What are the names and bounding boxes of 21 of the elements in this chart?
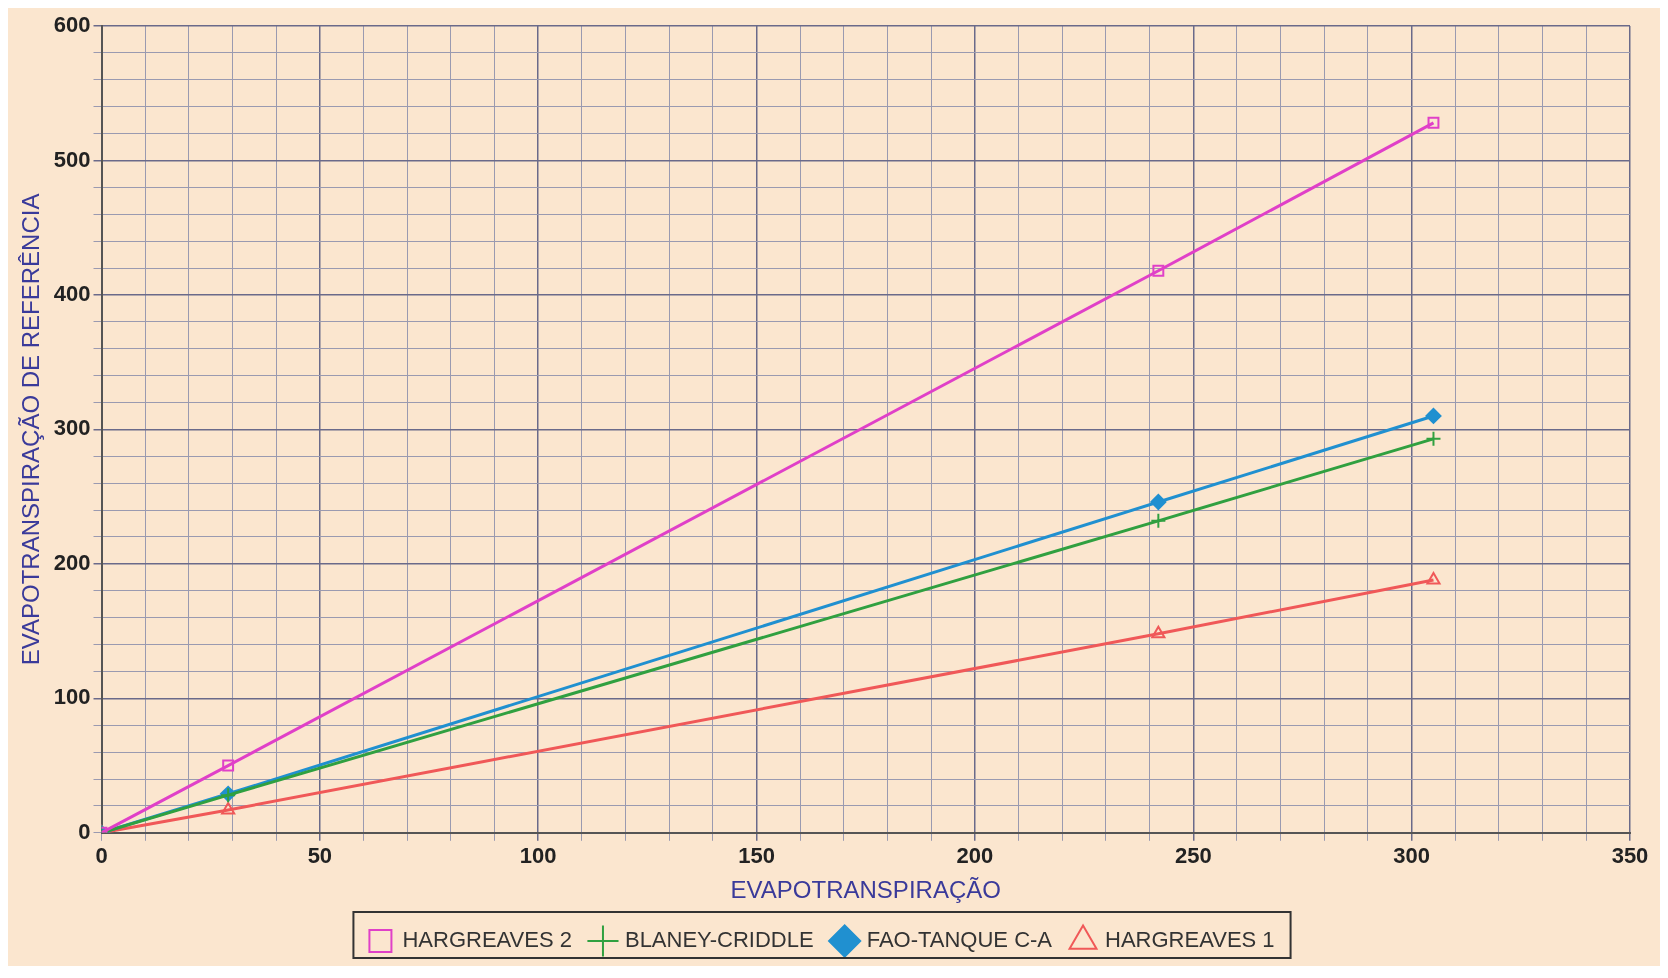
x-tick-label: 0 xyxy=(95,843,108,869)
y-axis-title: EVAPOTRANSPIRAÇÃO DE REFERÊNCIA xyxy=(17,193,45,666)
x-tick-label: 300 xyxy=(1393,843,1430,869)
y-tick-label: 100 xyxy=(53,684,91,710)
y-tick-label: 200 xyxy=(53,549,91,575)
y-tick-label: 400 xyxy=(53,281,91,306)
x-tick-label: 100 xyxy=(519,843,557,869)
legend-label: HARGREAVES 1 xyxy=(1105,927,1275,953)
x-tick-label: 250 xyxy=(1174,843,1212,869)
y-tick-label: 300 xyxy=(53,415,91,441)
x-axis-title: EVAPOTRANSPIRAÇÃO xyxy=(730,876,1001,904)
y-tick-label: 0 xyxy=(78,818,91,844)
x-tick-label: 350 xyxy=(1611,843,1649,869)
y-tick-label: 600 xyxy=(53,12,91,38)
x-tick-label: 150 xyxy=(738,843,775,869)
legend-label: HARGREAVES 2 xyxy=(402,927,572,953)
legend-label: FAO-TANQUE C-A xyxy=(866,927,1053,953)
x-tick-label: 50 xyxy=(307,843,333,869)
legend-label: BLANEY-CRIDDLE xyxy=(624,927,814,953)
x-tick-label: 200 xyxy=(956,843,994,869)
y-tick-label: 500 xyxy=(53,146,91,172)
